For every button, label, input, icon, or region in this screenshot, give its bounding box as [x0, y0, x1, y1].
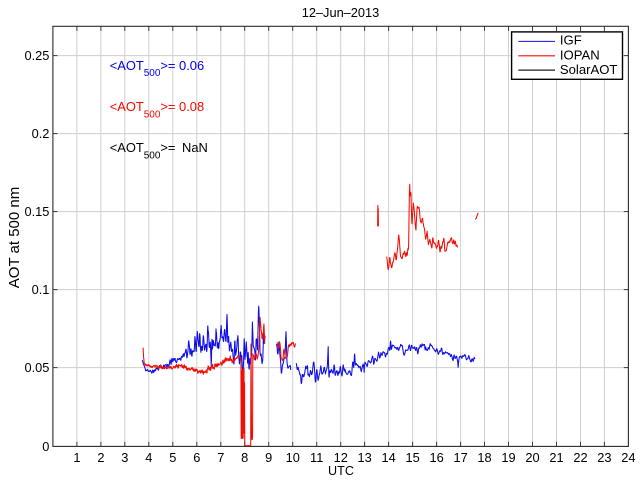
svg-text:IOPAN: IOPAN	[560, 47, 600, 62]
svg-text:0.2: 0.2	[32, 126, 50, 141]
svg-text:0.05: 0.05	[24, 360, 49, 375]
svg-text:16: 16	[429, 450, 443, 465]
svg-text:8: 8	[241, 450, 248, 465]
svg-text:18: 18	[477, 450, 491, 465]
svg-text:11: 11	[310, 450, 323, 465]
svg-text:13: 13	[357, 450, 371, 465]
svg-text:21: 21	[549, 450, 563, 465]
svg-text:0: 0	[42, 439, 49, 454]
svg-text:IGF: IGF	[560, 33, 582, 48]
svg-text:1: 1	[73, 450, 80, 465]
svg-text:AOT at 500 nm: AOT at 500 nm	[6, 187, 23, 288]
svg-text:14: 14	[381, 450, 395, 465]
svg-text:SolarAOT: SolarAOT	[560, 62, 617, 77]
svg-text:9: 9	[265, 450, 272, 465]
svg-text:0.25: 0.25	[24, 48, 49, 63]
svg-text:2: 2	[97, 450, 104, 465]
svg-text:22: 22	[573, 450, 587, 465]
svg-text:19: 19	[501, 450, 515, 465]
svg-text:20: 20	[525, 450, 539, 465]
svg-text:5: 5	[169, 450, 176, 465]
svg-text:17: 17	[453, 450, 467, 465]
svg-text:0.1: 0.1	[32, 282, 50, 297]
svg-text:12: 12	[334, 450, 348, 465]
svg-text:10: 10	[286, 450, 300, 465]
svg-text:24: 24	[621, 450, 635, 465]
svg-text:6: 6	[193, 450, 200, 465]
svg-text:0.15: 0.15	[24, 204, 49, 219]
svg-text:UTC: UTC	[328, 464, 354, 478]
svg-text:12–Jun–2013: 12–Jun–2013	[302, 5, 380, 20]
svg-text:15: 15	[405, 450, 419, 465]
svg-text:3: 3	[121, 450, 128, 465]
svg-text:4: 4	[145, 450, 152, 465]
svg-text:23: 23	[597, 450, 611, 465]
svg-text:7: 7	[217, 450, 224, 465]
